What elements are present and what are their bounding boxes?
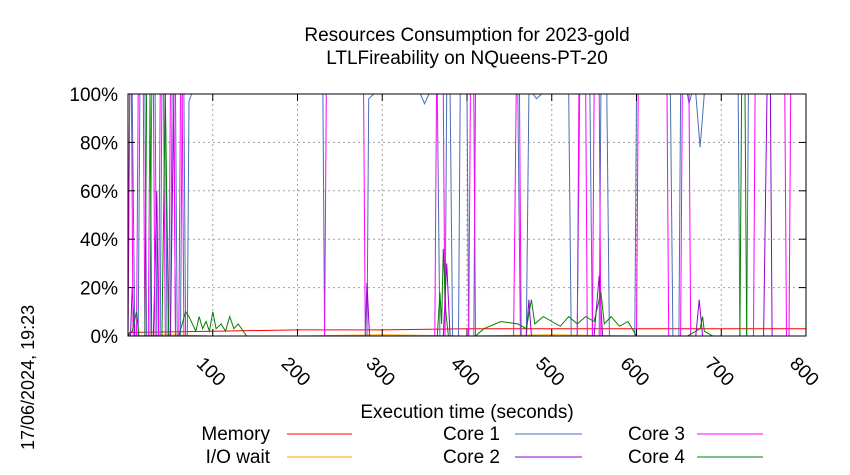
legend-label-core-3: Core 3 bbox=[628, 424, 685, 445]
legend-label-i-o-wait: I/O wait bbox=[206, 447, 271, 468]
x-tick-label: 200 bbox=[277, 353, 314, 390]
y-tick-label: 80% bbox=[80, 133, 118, 154]
y-axis: 0% 20% 40% 60% 80% 100% bbox=[69, 85, 806, 348]
timestamp: 17/06/2024, 19:23 bbox=[18, 305, 38, 450]
x-tick-label: 800 bbox=[785, 353, 822, 390]
legend-label-core-1: Core 1 bbox=[443, 424, 500, 445]
y-tick-label: 60% bbox=[80, 182, 118, 203]
x-axis: 100 200 300 400 500 600 700 800 bbox=[192, 94, 823, 391]
legend-label-core-4: Core 4 bbox=[628, 447, 685, 468]
x-tick-label: 600 bbox=[616, 353, 653, 390]
y-tick-label: 100% bbox=[69, 85, 118, 106]
y-tick-label: 40% bbox=[80, 230, 118, 251]
x-tick-label: 400 bbox=[446, 353, 483, 390]
chart-title: Resources Consumption for 2023-gold bbox=[304, 25, 629, 46]
x-axis-label: Execution time (seconds) bbox=[360, 402, 573, 423]
x-tick-label: 300 bbox=[362, 353, 399, 390]
y-tick-label: 0% bbox=[91, 327, 119, 348]
x-tick-label: 100 bbox=[192, 353, 229, 390]
chart-subtitle: LTLFireability on NQueens-PT-20 bbox=[326, 48, 608, 69]
legend-label-memory: Memory bbox=[201, 424, 270, 445]
legend-label-core-2: Core 2 bbox=[443, 447, 500, 468]
x-tick-label: 700 bbox=[701, 353, 738, 390]
x-tick-label: 500 bbox=[531, 353, 568, 390]
y-tick-label: 20% bbox=[80, 279, 118, 300]
